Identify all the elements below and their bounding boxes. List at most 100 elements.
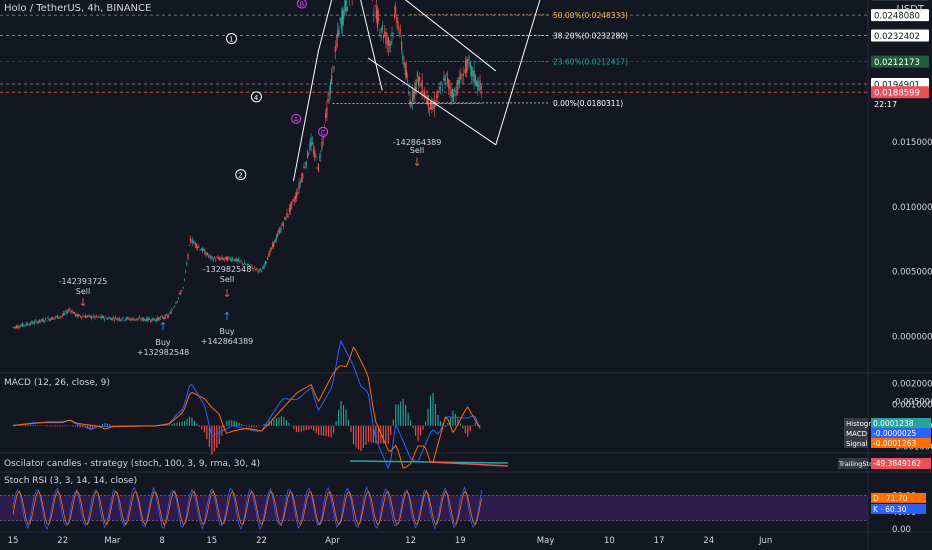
candle-body <box>200 249 202 251</box>
macd-histogram-bar <box>345 409 347 426</box>
macd-histogram-bar <box>231 420 233 426</box>
candle-body <box>133 319 135 321</box>
candle-body <box>41 319 43 321</box>
macd-tag-value: 0.0001238 <box>873 419 914 428</box>
candle-body <box>445 72 447 74</box>
candle-body <box>279 229 281 234</box>
candle-body <box>252 268 254 270</box>
candle-body <box>413 91 415 99</box>
candle-body <box>469 62 472 69</box>
macd-histogram-bar <box>323 425 325 436</box>
candle-body <box>420 85 422 87</box>
macd-histogram-bar <box>62 425 64 427</box>
candle-body <box>210 255 212 260</box>
candle-body <box>296 192 298 199</box>
candle-body <box>209 255 211 257</box>
candle-body <box>329 82 332 94</box>
stoch-tag-label: K · 60.30 <box>873 505 907 514</box>
candle-body <box>77 314 79 318</box>
oscillator-line <box>429 461 509 467</box>
candle-body <box>215 259 217 261</box>
candle-body <box>312 149 315 154</box>
stoch-title: Stoch RSI (3, 3, 14, 14, close) <box>4 476 138 486</box>
candle-body <box>24 325 26 326</box>
candle-body <box>182 287 184 288</box>
candle-body <box>311 142 313 144</box>
macd-histogram-bar <box>166 424 168 426</box>
candle-body <box>222 258 224 260</box>
candle-body <box>174 305 176 307</box>
macd-histogram-bar <box>258 425 260 427</box>
candle-body <box>230 259 233 261</box>
candle-body <box>49 319 52 321</box>
candle-body <box>30 321 32 324</box>
projection-line <box>495 0 541 145</box>
macd-histogram-bar <box>474 422 476 426</box>
candle-body <box>458 77 461 84</box>
macd-histogram-bar <box>101 423 104 426</box>
macd-histogram-bar <box>444 425 446 427</box>
candle-body <box>55 316 58 317</box>
wave-marker-label: 4 <box>254 94 259 102</box>
macd-histogram-bar <box>206 425 208 440</box>
candle-body <box>251 266 253 268</box>
macd-histogram-bar <box>52 425 54 427</box>
macd-histogram-bar <box>310 425 312 429</box>
time-tick-label: 19 <box>455 536 466 546</box>
price-tag-label: 0.0248080 <box>874 12 920 22</box>
candle-body <box>156 318 158 322</box>
candle-body <box>288 207 291 212</box>
candle-body <box>328 92 330 96</box>
candle-body <box>203 249 205 251</box>
candle-body <box>28 324 30 326</box>
candle-body <box>258 269 260 271</box>
candle-body <box>344 0 346 13</box>
macd-histogram-bar <box>397 404 399 426</box>
macd-histogram-bar <box>333 425 335 433</box>
candle-body <box>427 95 429 108</box>
macd-histogram-bar <box>171 423 173 426</box>
stoch-tag-label: D · 71.70 <box>873 494 908 503</box>
macd-histogram-bar <box>330 425 332 438</box>
macd-histogram-bar <box>213 425 215 452</box>
candle-body <box>178 293 181 294</box>
candle-body <box>197 246 199 248</box>
candle-body <box>175 302 177 304</box>
candle-body <box>81 316 83 318</box>
macd-tag-name: Histogram <box>846 420 882 428</box>
candle-body <box>16 325 18 329</box>
macd-histogram-bar <box>233 420 235 426</box>
macd-histogram-bar <box>226 420 228 426</box>
candle-body <box>131 317 134 319</box>
price-tag-label: 0.0194901 <box>874 81 920 91</box>
macd-histogram-bar <box>420 425 422 436</box>
candle-body <box>153 319 155 321</box>
macd-histogram-bar <box>221 425 223 436</box>
signal-text: -132982548 <box>203 265 252 274</box>
macd-histogram-bar <box>395 404 397 426</box>
candle-body <box>54 316 56 318</box>
candle-body <box>346 7 348 11</box>
macd-histogram-bar <box>174 423 176 426</box>
macd-histogram-bar <box>178 422 181 426</box>
candle-body <box>285 217 287 221</box>
wave-marker-label: 2 <box>238 172 242 180</box>
candle-body <box>455 93 457 96</box>
macd-histogram-bar <box>318 425 320 435</box>
time-tick-label: 15 <box>206 536 217 546</box>
candle-body <box>140 319 142 321</box>
macd-histogram-bar <box>439 421 442 426</box>
candle-body <box>92 317 94 319</box>
candle-body <box>273 241 275 247</box>
macd-histogram-bar <box>32 424 34 426</box>
candle-body <box>86 316 88 318</box>
candle-body <box>152 317 154 321</box>
macd-histogram-bar <box>82 425 84 428</box>
price-tick-label: 0.0000000 <box>892 333 932 343</box>
candle-body <box>83 316 85 318</box>
candle-body <box>374 5 376 7</box>
candle-body <box>94 316 96 318</box>
candle-body <box>477 80 479 88</box>
